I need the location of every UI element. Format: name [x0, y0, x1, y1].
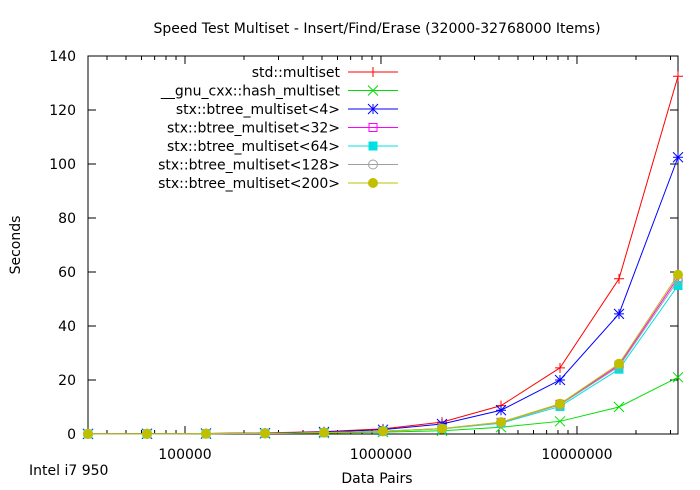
legend-item: stx::btree_multiset<200>: [158, 176, 398, 192]
data-point: [142, 428, 152, 439]
x-axis-label: Data Pairs: [341, 471, 412, 487]
data-point: [378, 426, 388, 437]
legend-label: __gnu_cxx::hash_multiset: [160, 84, 341, 100]
y-axis-label: Seconds: [8, 216, 24, 275]
data-point: [613, 308, 625, 320]
y-tick-label: 120: [49, 103, 76, 119]
legend-item: stx::btree_multiset<4>: [176, 102, 398, 118]
chart-title: Speed Test Multiset - Insert/Find/Erase …: [153, 21, 600, 37]
legend-item: stx::btree_multiset<128>: [158, 158, 398, 174]
y-tick-label: 80: [58, 211, 76, 227]
data-point: [673, 281, 683, 290]
legend: std::multiset__gnu_cxx::hash_multisetstx…: [158, 65, 398, 192]
series-line: [87, 285, 679, 435]
y-tick-label: 140: [49, 49, 76, 65]
y-tick-label: 20: [58, 373, 76, 389]
y-axis: 0 20 40 60 80 100 120 140: [49, 49, 678, 443]
x-tick-label: 100000: [158, 447, 211, 463]
data-point: [83, 428, 93, 439]
legend-marker: [368, 159, 378, 170]
data-point: [672, 151, 684, 163]
series-line: [87, 277, 679, 435]
data-point: [437, 423, 447, 434]
series-line: [87, 279, 679, 435]
data-point: [496, 417, 506, 428]
series-5: [83, 275, 683, 439]
footer-label: Intel i7 950: [29, 463, 108, 479]
data-point: [613, 401, 625, 413]
legend-marker: [367, 103, 379, 115]
data-point: [614, 358, 624, 369]
legend-marker: [368, 141, 378, 151]
data-point: [495, 404, 507, 416]
data-point: [260, 428, 270, 439]
data-point: [673, 269, 683, 280]
data-point: [319, 427, 329, 438]
legend-marker: [368, 178, 378, 188]
legend-item: stx::btree_multiset<32>: [167, 121, 398, 137]
x-tick-label: 10000000: [541, 447, 612, 463]
data-point: [672, 371, 684, 383]
legend-label: stx::btree_multiset<32>: [167, 121, 340, 137]
y-tick-label: 40: [58, 319, 76, 335]
data-point: [554, 415, 566, 427]
legend-item: std::multiset: [252, 65, 398, 81]
legend-item: stx::btree_multiset<64>: [167, 139, 398, 155]
legend-marker: [367, 85, 379, 96]
x-axis: 100000 1000000 10000000: [106, 56, 671, 463]
series-4: [83, 281, 683, 439]
series-6: [83, 269, 683, 439]
y-tick-label: 0: [67, 427, 76, 443]
legend-item: __gnu_cxx::hash_multiset: [160, 84, 398, 100]
series-layer: [82, 71, 684, 440]
series-line: [87, 157, 679, 435]
data-point: [555, 398, 565, 409]
y-tick-label: 100: [49, 157, 76, 173]
series-line: [87, 274, 679, 435]
data-point: [554, 374, 566, 386]
legend-marker: [368, 123, 378, 132]
legend-marker: [368, 67, 378, 77]
y-tick-label: 60: [58, 265, 76, 281]
x-tick-label: 1000000: [350, 447, 412, 463]
data-point: [201, 428, 211, 439]
legend-label: stx::btree_multiset<4>: [176, 102, 340, 118]
legend-label: std::multiset: [252, 65, 341, 81]
data-point: [555, 362, 565, 373]
series-2: [82, 151, 684, 440]
legend-label: stx::btree_multiset<128>: [158, 158, 340, 174]
data-point: [614, 273, 624, 284]
legend-label: stx::btree_multiset<64>: [167, 139, 340, 155]
legend-label: stx::btree_multiset<200>: [158, 176, 340, 192]
data-point: [673, 71, 683, 82]
